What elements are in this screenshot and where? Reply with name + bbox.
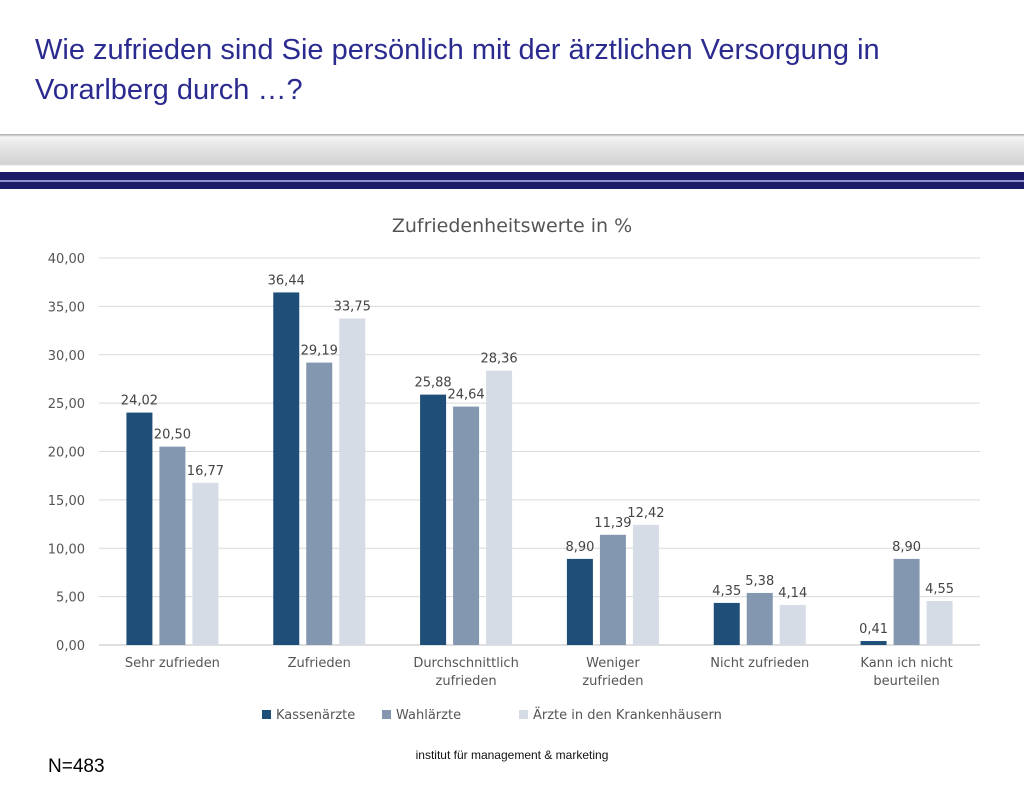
data-label: 12,42 [627,506,664,521]
header-band-grey [0,134,1024,166]
chart-title: Zufriedenheitswerte in % [392,215,632,237]
data-label: 33,75 [334,299,371,314]
sample-size: N=483 [48,756,105,777]
bar [599,534,626,645]
data-label: 20,50 [154,428,191,443]
bar [159,446,186,645]
data-label: 8,90 [565,540,594,555]
bar [632,524,659,645]
y-tick-label: 25,00 [48,397,85,412]
bar [273,292,300,645]
data-label: 25,88 [414,376,451,391]
bar [566,558,593,645]
data-label: 36,44 [268,273,305,288]
y-tick-label: 30,00 [48,349,85,364]
x-tick-label: Weniger [586,656,640,671]
bar [713,602,740,645]
data-label: 4,35 [712,584,741,599]
bar [453,406,480,645]
data-label: 29,19 [301,344,338,359]
bar [192,482,219,645]
x-tick-label: Sehr zufrieden [125,656,220,671]
y-tick-label: 15,00 [48,494,85,509]
data-label: 28,36 [480,352,517,367]
x-tick-label: beurteilen [873,674,939,689]
legend-label: Kassenärzte [276,708,355,723]
x-tick-label: Zufrieden [288,656,351,671]
x-tick-label: zufrieden [436,674,497,689]
data-label: 0,41 [859,622,888,637]
bar [779,604,806,645]
data-label: 24,02 [121,394,158,409]
x-tick-label: zufrieden [582,674,643,689]
data-label: 5,38 [745,574,774,589]
legend-swatch [519,710,528,719]
bar [420,394,447,645]
bar [126,412,153,645]
bar [860,641,887,645]
slide-title: Wie zufrieden sind Sie persönlich mit de… [35,34,880,106]
y-tick-label: 35,00 [48,300,85,315]
y-tick-label: 0,00 [56,639,85,654]
legend-label: Wahlärzte [396,708,461,723]
data-label: 8,90 [892,540,921,555]
bar [926,600,953,645]
bar [306,362,333,645]
y-tick-label: 5,00 [56,591,85,606]
header-band-navy [0,172,1024,180]
legend-swatch [382,710,391,719]
data-label: 11,39 [594,516,631,531]
legend-label: Ärzte in den Krankenhäusern [533,707,722,723]
data-label: 24,64 [447,388,484,403]
data-label: 16,77 [187,464,224,479]
x-tick-label: Durchschnittlich [413,656,519,671]
data-label: 4,55 [925,582,954,597]
bar [746,592,773,645]
data-label: 4,14 [778,586,807,601]
bar [893,558,920,645]
y-tick-label: 40,00 [48,252,85,267]
legend-swatch [262,710,271,719]
header-band-line [0,180,1024,182]
footer-text: institut für management & marketing [415,748,609,762]
y-tick-label: 20,00 [48,446,85,461]
bar [486,370,513,645]
x-tick-label: Nicht zufrieden [710,656,809,671]
y-tick-label: 10,00 [48,542,85,557]
header-band-navy-lower [0,182,1024,189]
x-tick-label: Kann ich nicht [860,656,952,671]
bar [339,318,366,645]
